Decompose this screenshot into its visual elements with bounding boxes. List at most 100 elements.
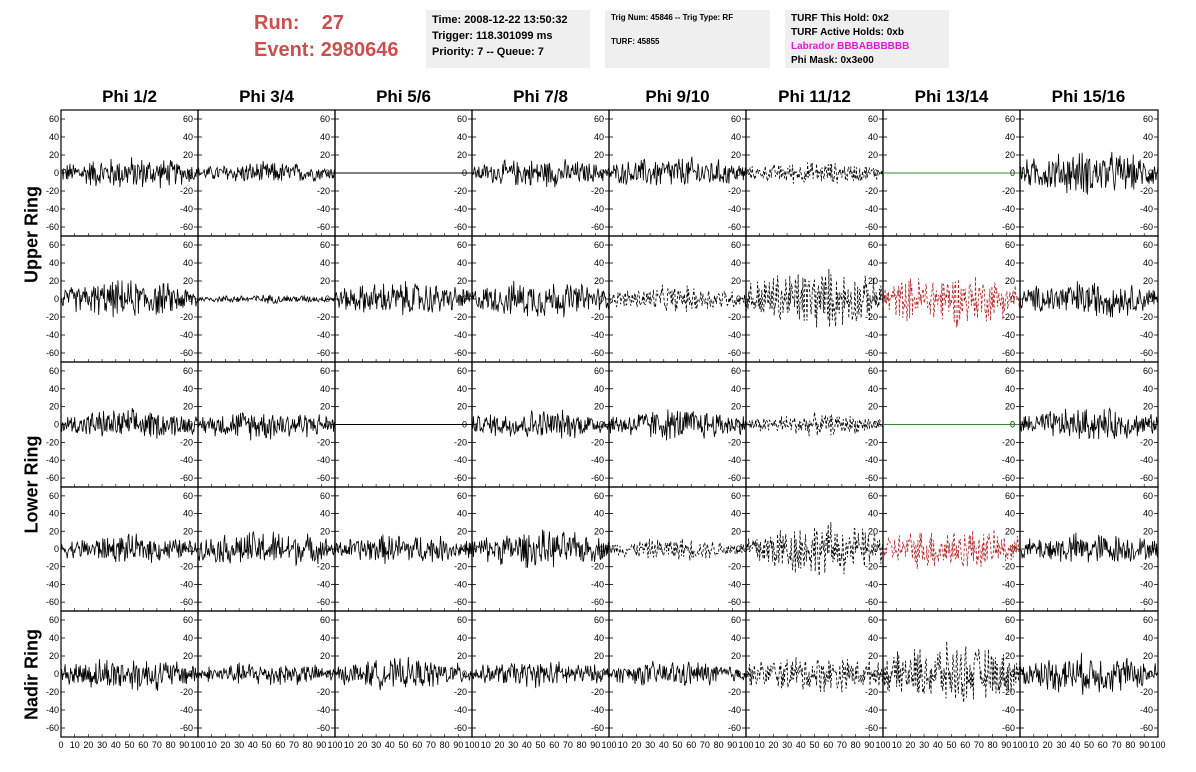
y-tick-label: 40 (731, 384, 741, 394)
y-tick-label: 0 (188, 294, 193, 304)
waveform-trace-2-3 (471, 409, 610, 439)
y-tick-label: 20 (49, 150, 59, 160)
y-tick-label: -20 (46, 186, 59, 196)
y-tick-label: 20 (868, 402, 878, 412)
y-tick-label: 40 (1143, 384, 1153, 394)
y-tick-label: 60 (183, 615, 193, 625)
x-tick-label: 100 (601, 740, 616, 750)
y-tick-label: 40 (183, 132, 193, 142)
y-tick-label: -40 (1140, 330, 1153, 340)
panel-frame-2-5 (745, 361, 884, 488)
y-tick-label: 20 (457, 276, 467, 286)
x-tick-label: 50 (398, 740, 408, 750)
y-tick-label: -20 (317, 186, 330, 196)
y-tick-label: -60 (454, 473, 467, 483)
y-tick-label: -60 (865, 473, 878, 483)
y-tick-label: -60 (454, 222, 467, 232)
y-tick-label: -40 (728, 204, 741, 214)
y-tick-label: -20 (1140, 687, 1153, 697)
y-tick-label: -60 (1140, 222, 1153, 232)
y-tick-label: 0 (1148, 669, 1153, 679)
y-tick-label: 20 (731, 402, 741, 412)
x-tick-label: 20 (631, 740, 641, 750)
phi-header-5: Phi 9/10 (645, 87, 710, 106)
x-tick-label: 30 (782, 740, 792, 750)
time-text: Time: 2008-12-22 13:50:32 (432, 14, 568, 26)
waveform-trace-2-7 (1019, 407, 1159, 440)
y-tick-label: 20 (594, 276, 604, 286)
y-tick-label: 20 (320, 402, 330, 412)
y-tick-label: -60 (591, 222, 604, 232)
y-tick-label: 60 (1005, 114, 1015, 124)
y-tick-label: 20 (731, 276, 741, 286)
y-tick-label: -60 (180, 723, 193, 733)
x-tick-label: 70 (1112, 740, 1122, 750)
y-tick-label: -60 (865, 723, 878, 733)
waveform-trace-0-5 (745, 162, 884, 184)
x-tick-label: 60 (686, 740, 696, 750)
y-tick-label: 20 (1005, 651, 1015, 661)
y-tick-label: 20 (868, 651, 878, 661)
y-tick-label: -60 (1140, 473, 1153, 483)
x-tick-label: 10 (344, 740, 354, 750)
y-tick-label: -60 (728, 348, 741, 358)
y-tick-label: 60 (868, 491, 878, 501)
y-tick-label: 0 (873, 168, 878, 178)
y-tick-label: -20 (865, 687, 878, 697)
y-tick-label: 0 (1148, 420, 1153, 430)
x-tick-label: 20 (768, 740, 778, 750)
y-tick-label: 60 (594, 240, 604, 250)
waveform-trace-3-2 (334, 534, 473, 565)
time-info-box: Time: 2008-12-22 13:50:32 Trigger: 118.3… (426, 10, 590, 68)
x-tick-label: 80 (1125, 740, 1135, 750)
y-tick-label: 20 (594, 150, 604, 160)
y-tick-label: -40 (317, 330, 330, 340)
y-tick-label: 60 (731, 615, 741, 625)
x-tick-label: 70 (152, 740, 162, 750)
y-tick-label: 60 (731, 366, 741, 376)
y-tick-label: 20 (320, 150, 330, 160)
x-tick-label: 10 (1029, 740, 1039, 750)
y-tick-label: 0 (54, 168, 59, 178)
x-tick-label: 80 (440, 740, 450, 750)
y-tick-label: -40 (591, 330, 604, 340)
y-tick-label: 20 (594, 526, 604, 536)
x-tick-label: 50 (124, 740, 134, 750)
x-tick-label: 30 (371, 740, 381, 750)
y-tick-label: 60 (457, 114, 467, 124)
run-event-label: Run: 27 Event: 2980646 (254, 10, 399, 64)
y-tick-label: 40 (457, 509, 467, 519)
x-tick-label: 10 (70, 740, 80, 750)
y-tick-label: 0 (1010, 669, 1015, 679)
y-tick-label: 20 (1005, 150, 1015, 160)
y-tick-label: -40 (454, 579, 467, 589)
y-tick-label: 20 (1005, 402, 1015, 412)
y-tick-label: 40 (1005, 633, 1015, 643)
x-tick-label: 60 (412, 740, 422, 750)
y-tick-label: 0 (736, 168, 741, 178)
event-label: Event: (254, 39, 316, 61)
y-tick-label: -20 (1140, 437, 1153, 447)
y-tick-label: 60 (457, 366, 467, 376)
turf-info-box: TURF This Hold: 0x2 TURF Active Holds: 0… (785, 10, 949, 68)
y-tick-label: 40 (457, 258, 467, 268)
y-tick-label: 20 (868, 150, 878, 160)
waveform-trace-3-3 (471, 529, 610, 568)
x-tick-label: 20 (357, 740, 367, 750)
y-tick-label: 40 (868, 132, 878, 142)
y-tick-label: 60 (183, 366, 193, 376)
y-tick-label: 0 (54, 294, 59, 304)
y-tick-label: -60 (591, 348, 604, 358)
y-tick-label: -40 (728, 330, 741, 340)
y-tick-label: 0 (325, 544, 330, 554)
y-tick-label: -40 (865, 330, 878, 340)
x-tick-label: 80 (303, 740, 313, 750)
waveform-trace-4-1 (197, 662, 336, 686)
y-tick-label: -40 (728, 579, 741, 589)
waveform-trace-1-7 (1019, 281, 1159, 318)
y-tick-label: -40 (454, 455, 467, 465)
panel-frame-0-7 (1019, 109, 1159, 237)
y-tick-label: -20 (591, 437, 604, 447)
x-tick-label: 40 (111, 740, 121, 750)
